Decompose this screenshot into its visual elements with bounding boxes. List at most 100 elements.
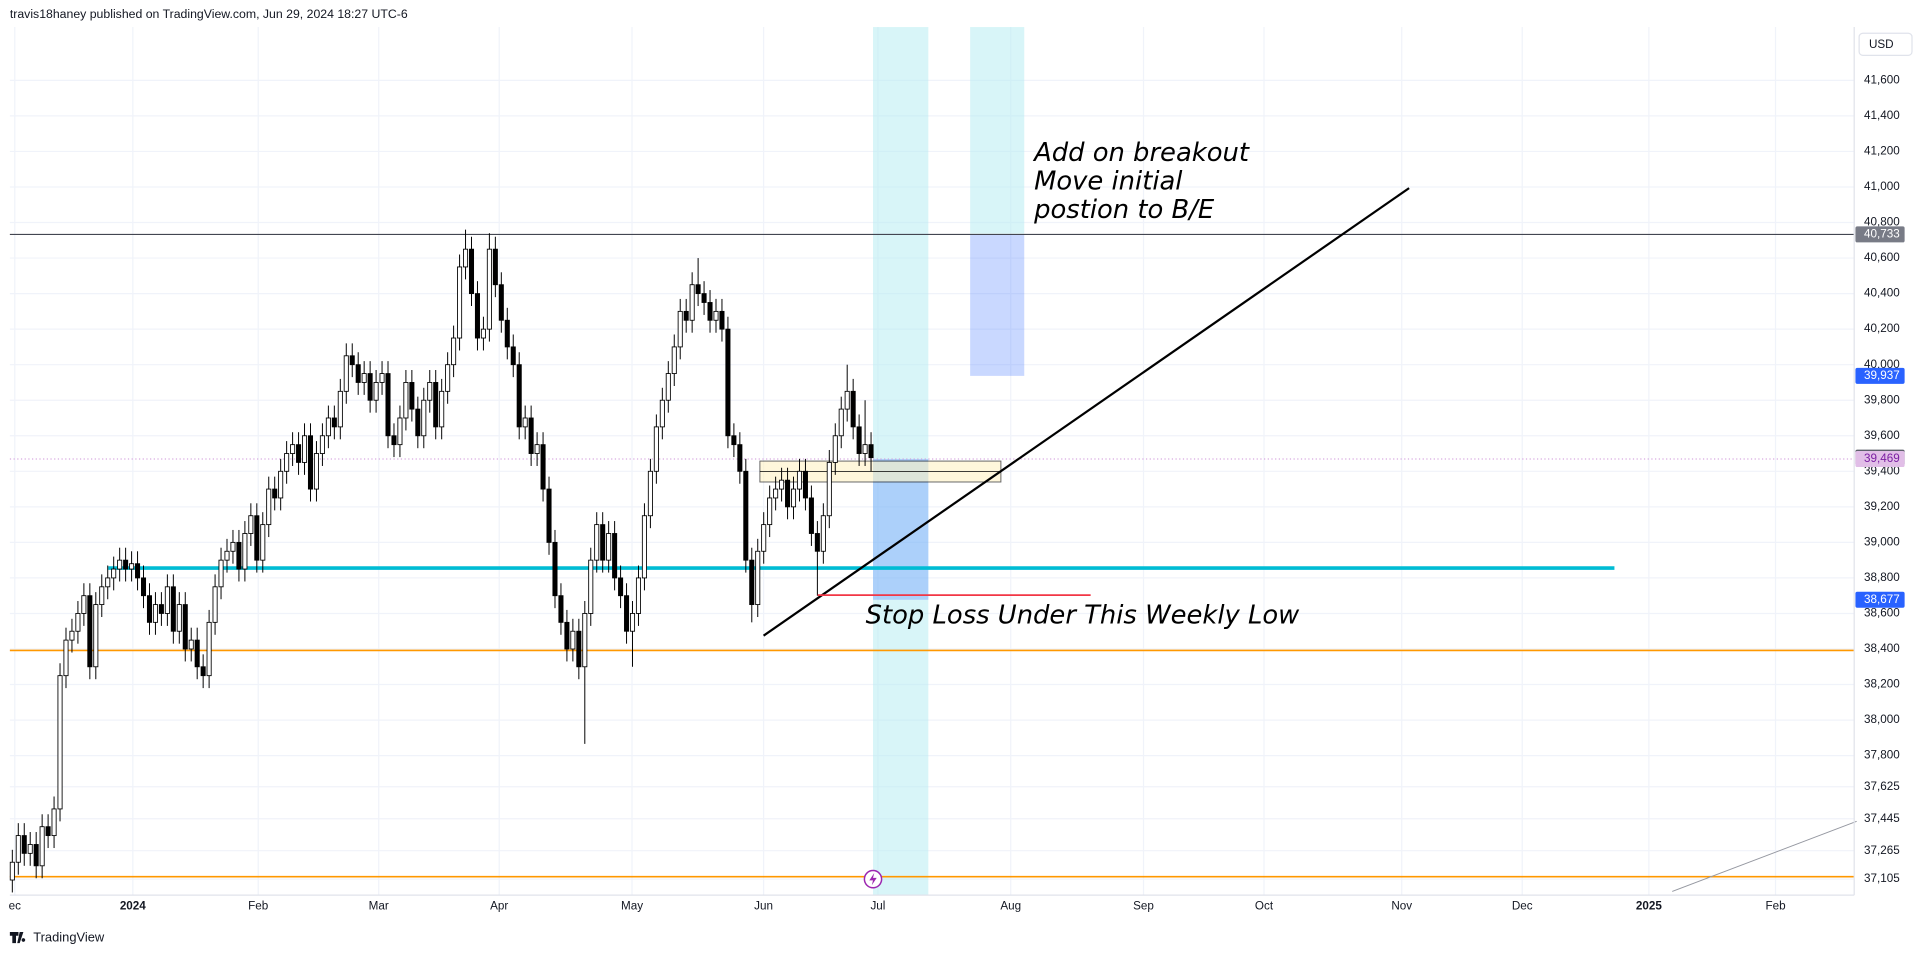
candle-body — [254, 515, 260, 561]
candle-body — [188, 639, 194, 650]
target-zone — [970, 234, 1025, 376]
price-axis: 41,600 41,400 41,200 41,000 40,800 40,600 40,4… — [9, 73, 1905, 912]
candle-body — [99, 586, 105, 606]
candle-body — [75, 613, 81, 632]
candle-body — [832, 435, 838, 463]
y-tick-label: 38,600 — [1864, 607, 1900, 620]
candle-body — [761, 524, 767, 552]
x-tick-label: Apr — [490, 899, 508, 912]
candle-body — [355, 364, 361, 383]
y-tick-label: 38,000 — [1864, 713, 1900, 726]
candle-body — [111, 568, 117, 579]
candle-body — [272, 488, 278, 499]
candle-body — [677, 310, 683, 348]
x-tick-label: Oct — [1255, 899, 1274, 912]
y-tick-label: 41,400 — [1864, 109, 1900, 122]
candle-body — [749, 559, 755, 606]
candle-body — [21, 835, 27, 854]
candle-body — [576, 630, 582, 668]
candle-body — [45, 826, 51, 837]
candle-body — [791, 488, 797, 508]
candle-body — [135, 563, 141, 579]
candle-body — [516, 364, 522, 428]
logo-mark — [9, 932, 26, 944]
price-label: 39,469 — [1864, 452, 1900, 465]
candle-body — [504, 319, 510, 348]
publish-info: travis18haney published on TradingView.c… — [10, 7, 408, 21]
candle-body — [15, 835, 21, 863]
candle-body — [129, 563, 135, 570]
candle-body — [266, 488, 272, 526]
x-tick-label: 2024 — [120, 899, 146, 912]
candle-body — [534, 444, 540, 454]
candle-body — [868, 444, 874, 459]
price-label-box — [1855, 591, 1905, 608]
candle-body — [474, 293, 480, 339]
candle-body — [284, 453, 290, 472]
candle-body — [856, 426, 862, 454]
event-icon[interactable] — [863, 869, 883, 889]
candle-body — [140, 577, 147, 597]
candle-body — [629, 613, 636, 632]
candle-body — [325, 417, 331, 437]
candle-body — [319, 435, 325, 454]
candle-body — [260, 524, 266, 561]
candle-body — [468, 248, 475, 295]
candle-body — [224, 550, 230, 561]
candle-body — [457, 266, 463, 339]
candle-body — [713, 310, 719, 321]
annotation: Add on breakout — [1032, 138, 1250, 168]
candle-body — [552, 541, 558, 597]
y-tick-label: 38,400 — [1864, 642, 1900, 655]
candle-body — [785, 479, 791, 508]
candle-body — [51, 808, 57, 837]
candle-body — [445, 364, 451, 392]
y-tick-label: 40,800 — [1864, 216, 1900, 229]
currency-button[interactable]: USD — [1858, 32, 1913, 56]
candle-body — [176, 604, 182, 632]
candle-body — [146, 595, 152, 623]
x-tick-label: Aug — [1000, 899, 1021, 912]
candle-body — [87, 595, 93, 668]
y-tick-label: 39,400 — [1864, 464, 1900, 477]
candle-body — [647, 470, 653, 517]
candle-body — [582, 613, 588, 668]
candle-body — [397, 417, 403, 446]
candle-body — [105, 577, 111, 588]
candle-body — [558, 595, 564, 623]
price-label-box — [1855, 367, 1905, 384]
x-tick-label: 2025 — [1636, 899, 1662, 912]
candle-body — [57, 675, 63, 810]
logo: TradingView — [9, 930, 105, 945]
candle-body — [361, 373, 367, 383]
candle-body — [337, 390, 343, 428]
candle-body — [695, 284, 701, 295]
y-tick-label: 37,625 — [1864, 780, 1900, 793]
candle-body — [820, 515, 826, 552]
y-tick-label: 41,600 — [1864, 73, 1900, 86]
time-zone-band — [970, 27, 1025, 234]
candle-body — [850, 390, 856, 428]
candle-body — [612, 533, 618, 579]
y-tick-label: 37,105 — [1864, 872, 1900, 885]
candle-body — [767, 497, 773, 526]
candle-body — [862, 444, 868, 454]
candle-body — [683, 310, 689, 321]
candle-body — [367, 373, 373, 401]
candle-body — [331, 417, 337, 428]
x-tick-label: Dec — [1512, 899, 1533, 912]
candle-body — [522, 417, 528, 428]
currency-box[interactable] — [1858, 32, 1913, 56]
candle-body — [779, 479, 785, 490]
candle-body — [9, 861, 15, 881]
candle-body — [707, 302, 713, 321]
candle-body — [415, 408, 421, 437]
candle-body — [427, 382, 433, 401]
event-bolt — [869, 872, 877, 886]
candle-body — [808, 497, 814, 534]
candle-body — [439, 390, 445, 428]
candle-body — [486, 248, 492, 330]
candle-body — [206, 621, 212, 677]
currency-label[interactable]: USD — [1869, 38, 1894, 51]
